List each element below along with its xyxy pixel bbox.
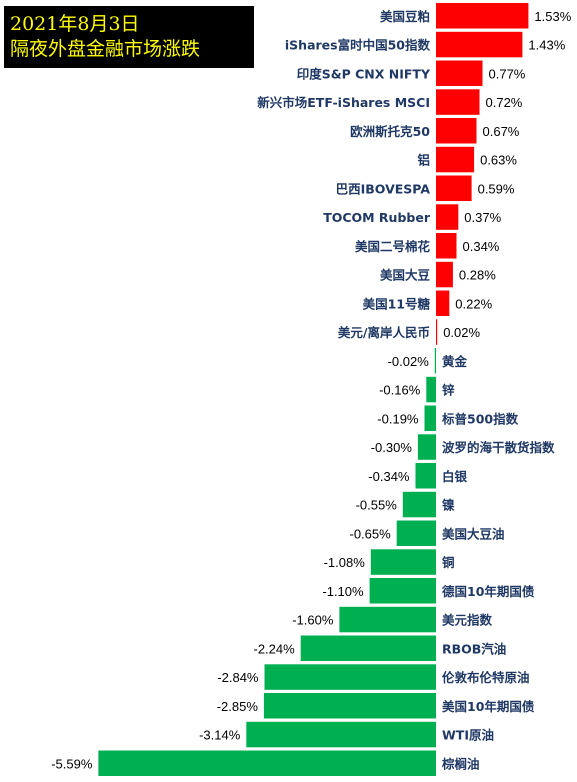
- value-label-8: 0.34%: [463, 239, 500, 254]
- value-label-13: -0.16%: [379, 383, 421, 398]
- bar-24: [263, 693, 436, 719]
- value-label-15: -0.30%: [371, 440, 413, 455]
- value-label-19: -1.08%: [324, 555, 366, 570]
- value-label-25: -3.14%: [199, 728, 241, 743]
- bar-10: [436, 290, 450, 316]
- category-label-18: 美国大豆油: [442, 526, 505, 541]
- value-label-4: 0.67%: [483, 124, 520, 139]
- category-label-10: 美国11号糖: [363, 296, 431, 311]
- bar-14: [424, 405, 436, 431]
- category-label-16: 白银: [442, 469, 468, 484]
- bar-16: [415, 463, 436, 489]
- category-label-22: RBOB汽油: [442, 641, 506, 656]
- bar-0: [436, 3, 529, 29]
- value-label-7: 0.37%: [464, 210, 501, 225]
- category-label-26: 棕榈油: [441, 756, 480, 771]
- bar-25: [246, 721, 436, 748]
- value-label-3: 0.72%: [486, 95, 523, 110]
- bar-21: [339, 606, 436, 633]
- category-label-15: 波罗的海干散货指数: [442, 440, 555, 455]
- bar-3: [436, 89, 480, 115]
- value-label-10: 0.22%: [455, 296, 492, 311]
- category-label-13: 锌: [442, 383, 455, 398]
- category-label-25: WTI原油: [442, 728, 494, 743]
- value-label-24: -2.85%: [217, 699, 259, 714]
- bar-9: [436, 261, 453, 288]
- category-label-3: 新兴市场ETF-iShares MSCI: [257, 95, 430, 110]
- value-label-2: 0.77%: [489, 66, 526, 81]
- category-label-20: 德国10年期国债: [442, 584, 535, 599]
- bar-8: [436, 233, 457, 259]
- category-label-12: 黄金: [442, 354, 468, 369]
- category-label-2: 印度S&P CNX NIFTY: [297, 66, 431, 81]
- value-label-0: 1.53%: [534, 9, 571, 24]
- bar-2: [436, 60, 483, 86]
- bar-22: [300, 635, 436, 661]
- bar-20: [369, 578, 436, 604]
- chart-title-text: 隔夜外盘金融市场涨跌: [10, 38, 201, 60]
- bar-26: [98, 750, 437, 776]
- category-label-6: 巴西IBOVESPA: [336, 181, 431, 196]
- category-label-9: 美国大豆: [380, 268, 431, 283]
- value-label-16: -0.34%: [368, 469, 410, 484]
- category-label-19: 铜: [442, 555, 455, 570]
- chart-title-date: 2021年8月3日: [10, 13, 140, 35]
- category-label-23: 伦敦布伦特原油: [442, 670, 530, 685]
- value-label-17: -0.55%: [356, 498, 398, 513]
- bar-1: [436, 31, 523, 58]
- category-label-17: 镍: [442, 498, 455, 513]
- bar-18: [396, 520, 436, 546]
- bar-5: [436, 146, 475, 173]
- value-label-20: -1.10%: [322, 584, 364, 599]
- value-label-5: 0.63%: [480, 153, 517, 168]
- bar-19: [370, 549, 436, 575]
- category-label-7: TOCOM Rubber: [323, 210, 431, 225]
- value-label-9: 0.28%: [459, 268, 496, 283]
- bar-6: [436, 175, 472, 201]
- value-label-11: 0.02%: [443, 325, 480, 340]
- category-label-8: 美国二号棉花: [355, 239, 431, 254]
- category-label-14: 标普500指数: [441, 411, 519, 426]
- value-label-1: 1.43%: [528, 38, 565, 53]
- chart-title-box: 2021年8月3日 隔夜外盘金融市场涨跌: [4, 6, 254, 68]
- bar-23: [264, 664, 436, 690]
- category-label-4: 欧洲斯托克50: [350, 124, 430, 139]
- bar-7: [436, 204, 459, 230]
- value-label-22: -2.24%: [253, 641, 295, 656]
- category-label-11: 美元/离岸人民币: [338, 325, 430, 340]
- bar-11: [436, 319, 438, 345]
- value-label-14: -0.19%: [377, 411, 419, 426]
- value-label-26: -5.59%: [51, 756, 93, 771]
- category-label-21: 美元指数: [442, 613, 493, 628]
- bar-17: [402, 491, 436, 518]
- category-label-1: iShares富时中国50指数: [285, 38, 431, 53]
- bar-12: [434, 348, 436, 374]
- category-label-24: 美国10年期国债: [442, 699, 535, 714]
- value-label-18: -0.65%: [349, 526, 391, 541]
- value-label-23: -2.84%: [217, 670, 259, 685]
- value-label-21: -1.60%: [292, 613, 334, 628]
- value-label-6: 0.59%: [478, 181, 515, 196]
- bar-15: [417, 434, 436, 460]
- bar-4: [436, 118, 477, 144]
- bar-13: [426, 376, 436, 403]
- category-label-0: 美国豆粕: [380, 9, 430, 24]
- category-label-5: 铝: [417, 153, 430, 168]
- value-label-12: -0.02%: [388, 354, 430, 369]
